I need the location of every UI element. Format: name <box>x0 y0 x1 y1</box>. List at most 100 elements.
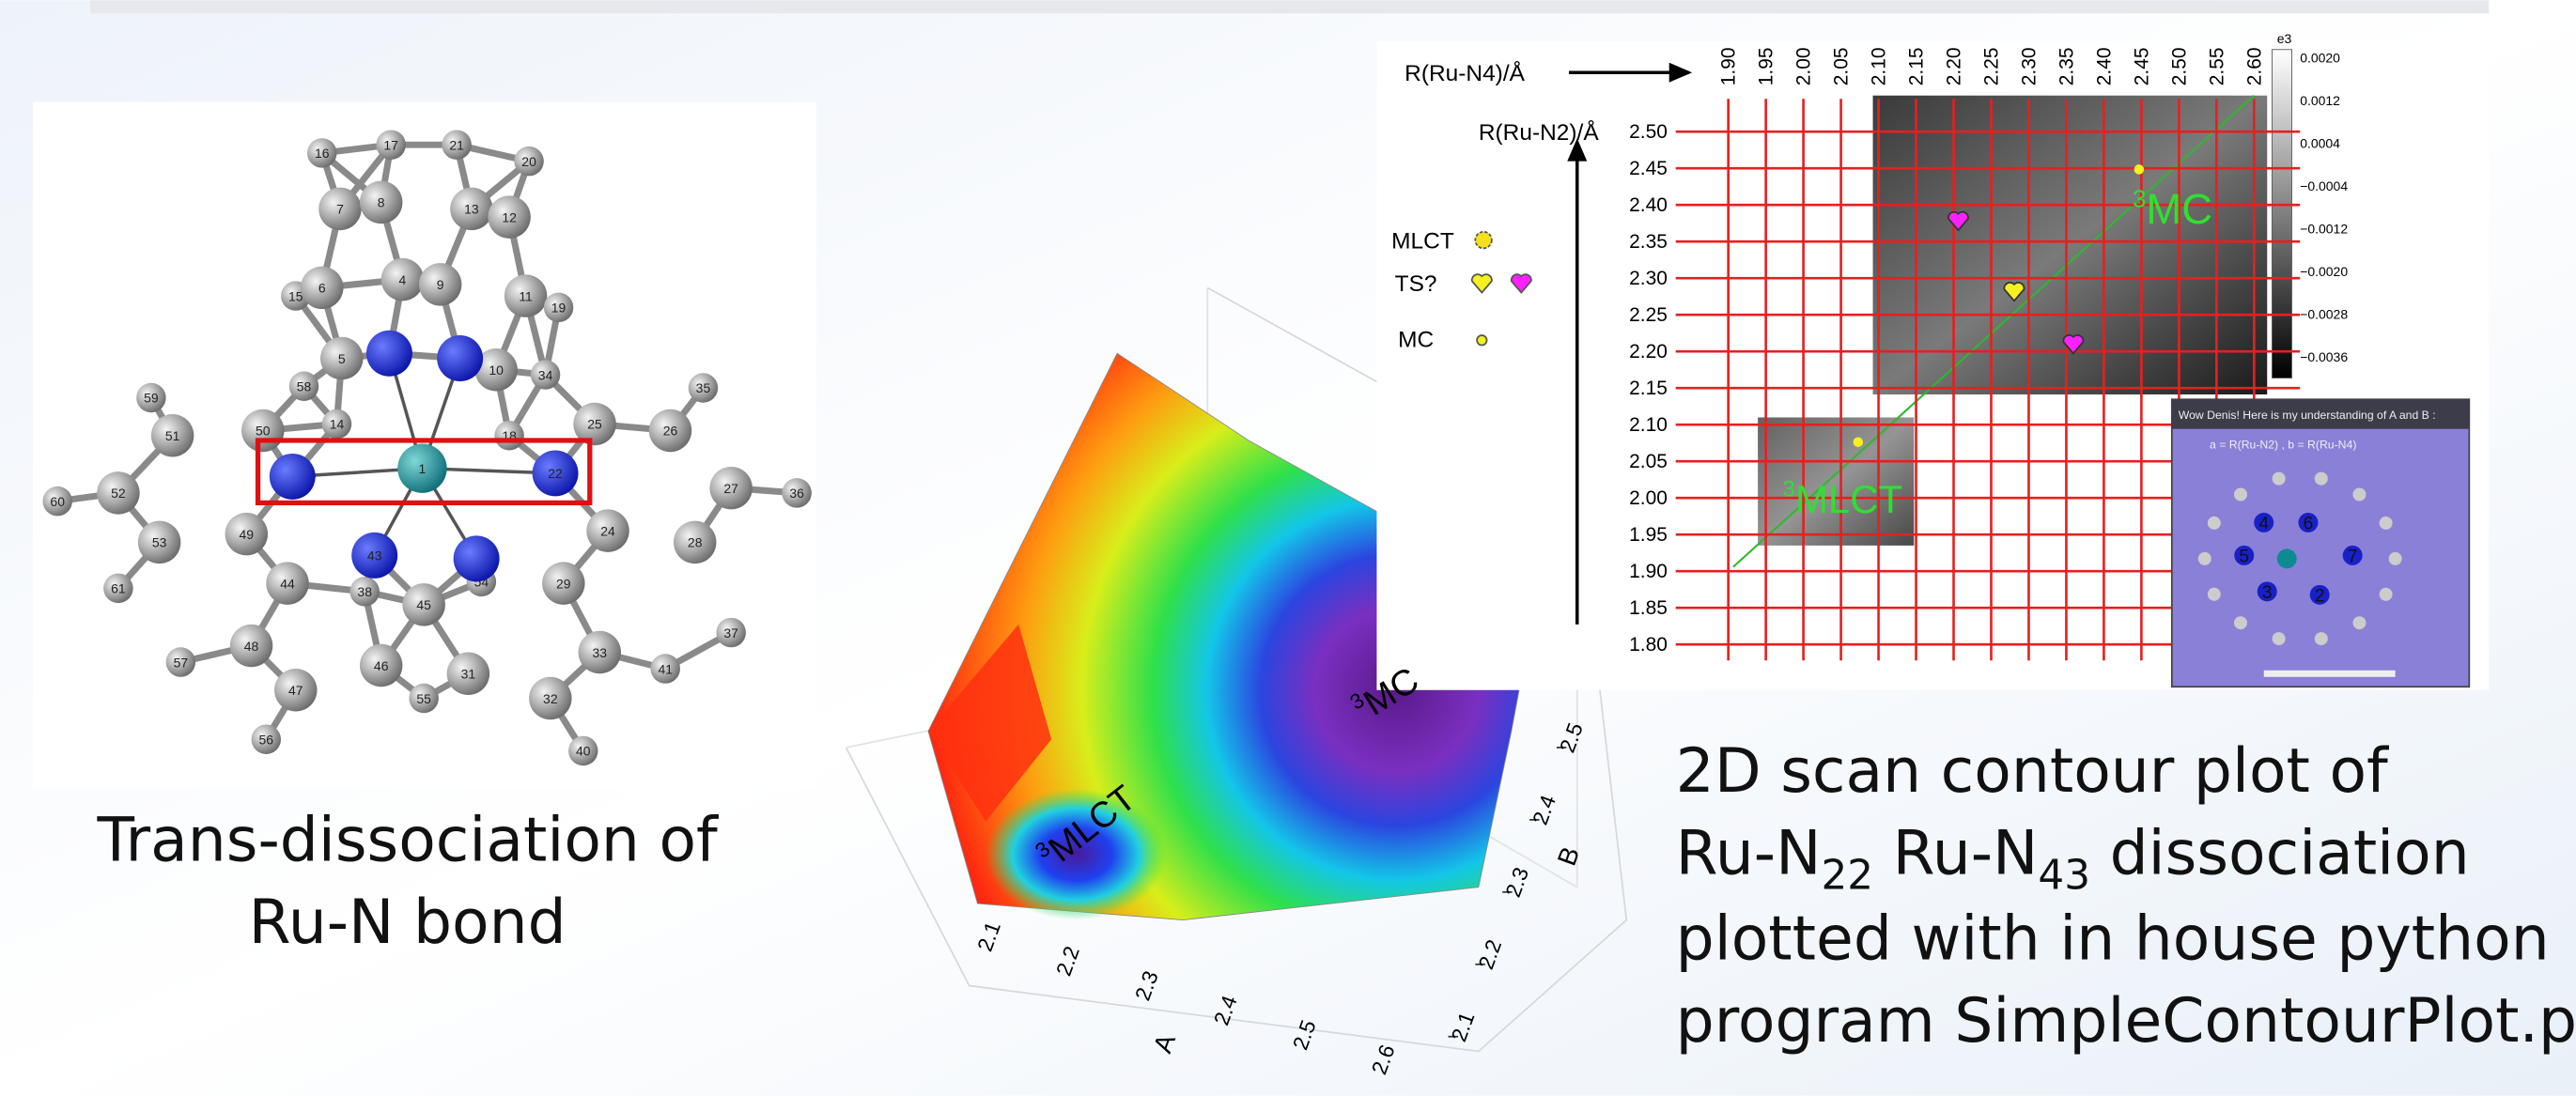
colorbar-tick-label: −0.0028 <box>2300 307 2348 322</box>
atom-label: 25 <box>587 417 602 432</box>
caption-line: Ru-N bond <box>249 888 566 958</box>
atom <box>2198 552 2211 565</box>
x-tick-label: 2.00 <box>1793 47 1815 85</box>
x-tick-label: 1.90 <box>1718 47 1740 85</box>
atom-label: 49 <box>240 527 255 542</box>
atom-label: 56 <box>259 732 274 747</box>
inset-subtitle: a = R(Ru-N2) , b = R(Ru-N4) <box>2210 439 2356 452</box>
atom-label: 24 <box>600 523 615 538</box>
marker <box>2134 164 2144 174</box>
atom-label: 57 <box>174 655 189 670</box>
atom-label: 22 <box>548 466 563 481</box>
atom-label: 59 <box>144 391 159 406</box>
y-tick-label: 1.85 <box>1629 597 1668 619</box>
atom-label: 40 <box>576 744 591 759</box>
atom-label: 8 <box>378 195 385 210</box>
atom-number: 5 <box>2239 547 2249 566</box>
atom-label: 1 <box>419 461 427 476</box>
caption-text: Ru-N <box>1873 819 2038 889</box>
y-tick-label: 2.20 <box>1629 341 1668 363</box>
atom-label: 6 <box>318 281 326 296</box>
atom-label: 26 <box>663 424 678 439</box>
atom-label: 33 <box>593 645 608 660</box>
atom-label: 5 <box>338 351 346 366</box>
atom-label: 27 <box>723 481 738 496</box>
atom-label: 16 <box>315 146 330 161</box>
x-tick-label: 2.10 <box>1869 47 1890 85</box>
caption-line: 2D scan contour plot of <box>1676 736 2389 807</box>
colorbar-tick-label: 0.0012 <box>2300 93 2340 108</box>
atom-label: 9 <box>437 277 444 292</box>
atom <box>454 535 500 581</box>
y-tick-label: 1.80 <box>1629 634 1668 656</box>
superscript: 3 <box>2133 185 2147 213</box>
atom-label: 43 <box>367 548 382 563</box>
y-tick-label: 2.30 <box>1629 268 1668 289</box>
legend-label: MC <box>1398 327 1434 352</box>
atom-label: 36 <box>789 486 804 501</box>
atom-label: 31 <box>461 667 476 682</box>
legend-marker <box>1477 335 1486 345</box>
y-tick-label: 2.40 <box>1629 194 1668 216</box>
inset-title: Wow Denis! Here is my understanding of A… <box>2179 409 2436 422</box>
colorbar-tick-label: 0.0004 <box>2300 136 2340 151</box>
atom-label: 21 <box>449 137 464 152</box>
subscript: 22 <box>1821 851 1873 899</box>
x-tick-label: 2.35 <box>2056 47 2077 85</box>
atom-label: 45 <box>416 597 431 612</box>
atom-label: 29 <box>556 576 571 591</box>
y-tick-label: 2.00 <box>1629 487 1668 509</box>
atom-label: 10 <box>489 363 504 378</box>
legend-label: MLCT <box>1391 228 1454 254</box>
x-tick-label: 2.25 <box>1980 47 2002 85</box>
atom-label: 52 <box>111 486 126 501</box>
atom-label: 61 <box>111 581 126 596</box>
colorbar <box>2272 50 2291 378</box>
caption-text: Ru-N <box>1676 819 1822 889</box>
atom <box>270 454 316 500</box>
atom-label: 28 <box>688 535 703 550</box>
caption-line: plotted with in house python <box>1676 904 2550 975</box>
y-tick-label: 2.05 <box>1629 451 1668 472</box>
legend-marker <box>1475 232 1491 248</box>
atom-label: 50 <box>256 424 271 439</box>
atom-label: 19 <box>551 301 566 316</box>
atom-label: 60 <box>50 494 65 509</box>
atom <box>437 335 483 381</box>
atom <box>2389 552 2402 565</box>
atom <box>2273 632 2286 645</box>
atom <box>2208 517 2221 530</box>
y-tick-label: 1.95 <box>1629 524 1668 546</box>
x-tick-label: 2.05 <box>1831 47 1853 85</box>
atom <box>2273 472 2286 486</box>
atom-label: 47 <box>288 683 303 698</box>
superscript: 3 <box>1782 476 1795 502</box>
atom <box>2315 472 2328 486</box>
region-label: 3MLCT <box>1782 476 1902 520</box>
atom-label: 55 <box>416 691 431 706</box>
slide: 1617212078131215649111951034355958515025… <box>0 0 2576 1096</box>
page: 1617212078131215649111951034355958515025… <box>0 0 2576 1096</box>
colorbar-tick-label: −0.0012 <box>2300 222 2348 237</box>
atom <box>2208 588 2221 601</box>
x-tick-label: 2.40 <box>2093 47 2115 85</box>
atom-label: 34 <box>538 367 553 382</box>
atom-label: 20 <box>521 154 536 169</box>
x-tick-label: 2.30 <box>2018 47 2040 85</box>
top-bar <box>90 0 2489 13</box>
atom-number: 3 <box>2262 583 2273 603</box>
colorbar-tick-label: −0.0004 <box>2300 178 2348 193</box>
x-tick-label: 2.20 <box>1944 47 1965 85</box>
y-tick-label: 2.45 <box>1629 158 1668 179</box>
atom-label: 12 <box>502 209 517 224</box>
caption-line: Trans-dissociation of <box>97 806 720 876</box>
region-text: MC <box>2146 185 2212 233</box>
region-text: MLCT <box>1795 477 1902 521</box>
atom-number: 7 <box>2348 547 2358 566</box>
atom-label: 48 <box>244 639 259 654</box>
atom-label: 35 <box>696 380 711 395</box>
atom-label: 41 <box>658 661 673 676</box>
atom-number: 2 <box>2315 586 2325 606</box>
atom <box>2352 488 2366 502</box>
atom <box>2234 616 2247 629</box>
